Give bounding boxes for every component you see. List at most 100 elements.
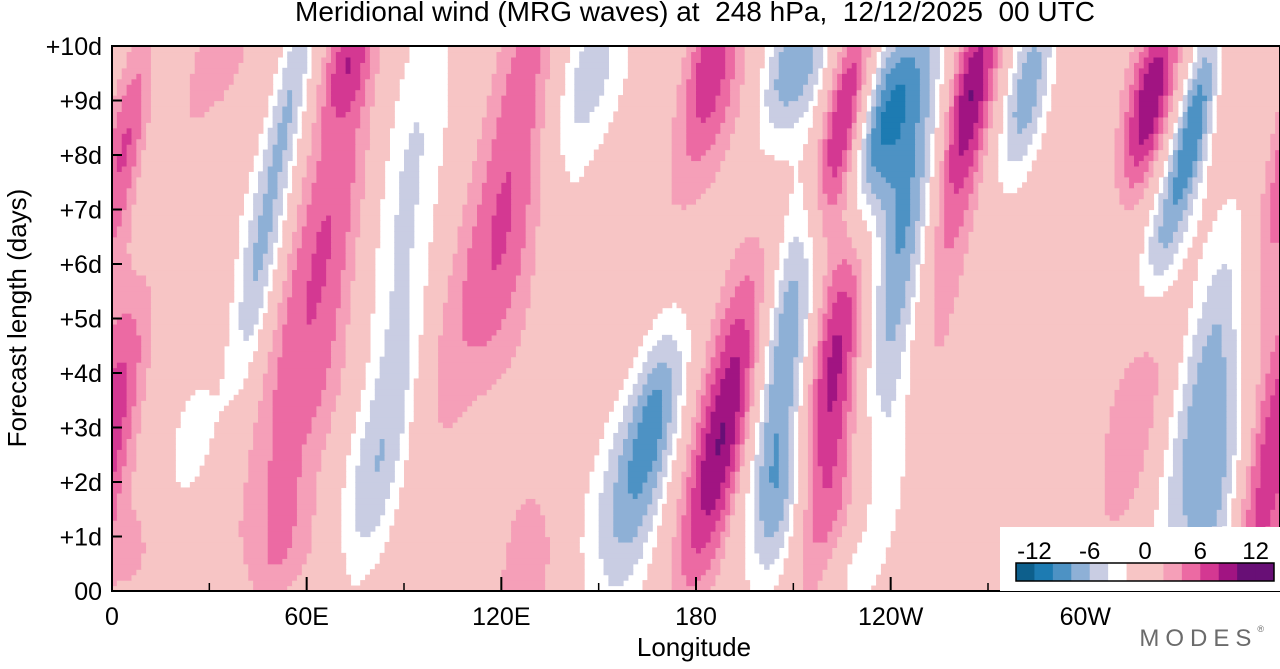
field-cell: [764, 100, 785, 107]
field-cell: [326, 258, 347, 265]
field-cell: [243, 558, 269, 565]
field-cell: [642, 482, 658, 489]
field-cell: [598, 509, 614, 516]
field-cell: [112, 345, 142, 352]
field-cell: [379, 62, 405, 69]
field-cell: [379, 51, 410, 58]
field-cell: [292, 95, 303, 102]
field-cell: [394, 514, 517, 521]
field-cell: [389, 318, 410, 325]
field-cell: [842, 160, 848, 167]
y-tick-label: +9d: [60, 88, 102, 116]
field-cell: [535, 100, 546, 107]
field-cell: [807, 503, 814, 510]
field-cell: [647, 563, 673, 570]
field-cell: [253, 438, 274, 445]
field-cell: [1255, 432, 1266, 439]
field-cell: [1051, 84, 1125, 91]
field-cell: [574, 89, 605, 96]
field-cell: [661, 400, 673, 407]
field-cell: [282, 84, 303, 91]
field-cell: [355, 476, 395, 483]
field-cell: [1143, 187, 1159, 194]
field-cell: [666, 487, 682, 494]
field-cell: [1241, 394, 1257, 401]
field-cell: [311, 122, 322, 129]
field-cell: [754, 531, 765, 538]
field-cell: [627, 471, 648, 478]
field-cell: [355, 144, 371, 151]
field-cell: [253, 198, 264, 205]
field-cell: [715, 405, 741, 412]
field-cell: [929, 220, 940, 227]
field-cell: [788, 253, 804, 260]
field-cell: [691, 438, 697, 445]
field-cell: [905, 242, 916, 249]
field-cell: [988, 133, 999, 140]
field-cell: [944, 133, 950, 140]
field-cell: [983, 78, 989, 85]
field-cell: [350, 313, 371, 320]
field-cell: [262, 258, 274, 265]
field-cell: [827, 558, 853, 565]
field-cell: [1187, 253, 1203, 260]
field-cell: [253, 269, 259, 276]
field-cell: [262, 389, 274, 396]
field-cell: [958, 122, 974, 129]
field-cell: [394, 220, 415, 227]
field-cell: [287, 100, 293, 107]
field-cell: [720, 160, 790, 167]
field-cell: [311, 182, 352, 189]
field-cell: [851, 378, 858, 385]
field-cell: [842, 356, 848, 363]
field-cell: [1138, 138, 1145, 145]
field-cell: [812, 105, 828, 112]
field-cell: [326, 438, 352, 445]
field-cell: [856, 373, 867, 380]
field-cell: [365, 46, 371, 53]
field-cell: [116, 122, 142, 129]
field-cell: [691, 345, 707, 352]
field-cell: [1192, 67, 1198, 74]
field-cell: [1148, 351, 1184, 358]
field-cell: [686, 122, 721, 129]
field-cell: [681, 204, 687, 211]
field-cell: [121, 313, 133, 320]
field-cell: [525, 209, 541, 216]
field-cell: [817, 345, 824, 352]
field-cell: [472, 242, 493, 249]
field-cell: [798, 460, 809, 467]
field-cell: [929, 111, 936, 118]
field-cell: [715, 138, 731, 145]
field-cell: [433, 204, 463, 211]
field-cell: [705, 373, 717, 380]
field-cell: [306, 280, 327, 287]
field-cell: [1177, 116, 1184, 123]
field-cell: [661, 449, 673, 456]
field-cell: [1241, 318, 1262, 325]
field-cell: [355, 138, 371, 145]
field-cell: [550, 547, 580, 554]
field-cell: [817, 198, 828, 205]
field-cell: [700, 432, 707, 439]
field-cell: [331, 351, 347, 358]
field-cell: [696, 471, 702, 478]
field-cell: [700, 492, 721, 499]
field-cell: [472, 165, 488, 172]
colorbar-swatch: [1255, 563, 1275, 581]
field-cell: [311, 198, 352, 205]
field-cell: [676, 454, 687, 461]
field-cell: [331, 46, 342, 53]
field-cell: [253, 258, 264, 265]
wind-field: [112, 46, 1280, 591]
field-cell: [301, 443, 327, 450]
field-cell: [851, 432, 872, 439]
field-cell: [720, 383, 741, 390]
field-cell: [700, 574, 717, 581]
field-cell: [637, 492, 653, 499]
field-cell: [910, 383, 1120, 390]
field-cell: [734, 492, 746, 499]
field-cell: [876, 73, 882, 80]
field-cell: [1221, 503, 1228, 510]
field-cell: [1270, 509, 1280, 516]
